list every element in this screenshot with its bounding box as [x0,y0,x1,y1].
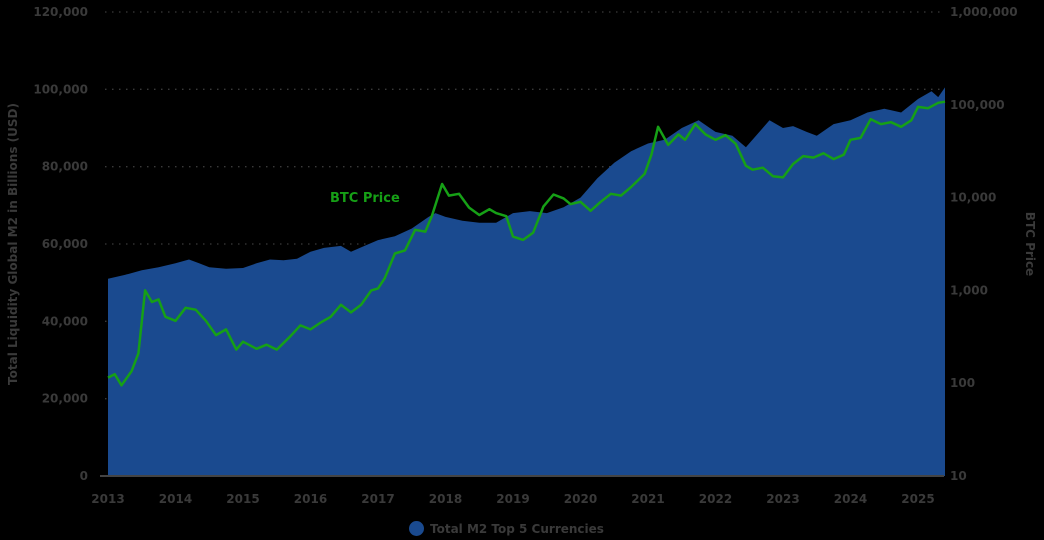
x-tick-label: 2022 [699,492,732,506]
x-tick-label: 2020 [564,492,597,506]
y2-tick-label: 10,000 [950,191,996,205]
y-tick-label: 20,000 [42,392,88,406]
x-tick-label: 2021 [631,492,664,506]
x-tick-label: 2015 [226,492,259,506]
left-y-axis-ticks: 0 20,000 40,000 60,000 80,000 100,000 120,000 [33,5,88,483]
x-tick-label: 2019 [496,492,529,506]
x-tick-label: 2013 [91,492,124,506]
x-axis-ticks: 2013 2014 2015 2016 2017 2018 2019 2020 2021 2022… [91,492,934,506]
m2-area-series [108,87,945,477]
y-tick-label: 100,000 [33,82,88,96]
legend-dot-icon [409,521,424,536]
right-y-axis-ticks: 10 100 1,000 10,000 100,000 1,000,000 [950,5,1018,483]
y-tick-label: 60,000 [42,237,88,251]
right-y-axis-title: BTC Price [1023,212,1037,276]
x-tick-label: 2017 [361,492,394,506]
legend[interactable]: Total M2 Top 5 Currencies [409,521,604,536]
btc-price-annotation: BTC Price [330,191,400,206]
x-tick-label: 2018 [429,492,462,506]
y-tick-label: 80,000 [42,160,88,174]
legend-label: Total M2 Top 5 Currencies [430,521,604,536]
x-tick-label: 2024 [834,492,867,506]
y-tick-label: 40,000 [42,314,88,328]
y2-tick-label: 10 [950,469,967,483]
y-tick-label: 120,000 [33,5,88,19]
y-tick-label: 0 [80,469,88,483]
left-y-axis-title: Total Liquidity Global M2 in Billions (U… [6,103,20,385]
x-tick-label: 2014 [159,492,192,506]
y2-tick-label: 100 [950,376,975,390]
y2-tick-label: 1,000 [950,283,988,297]
btc-price-line [107,100,946,387]
x-tick-label: 2023 [766,492,799,506]
y2-tick-label: 100,000 [950,98,1005,112]
x-tick-label: 2016 [294,492,327,506]
y2-tick-label: 1,000,000 [950,5,1018,19]
x-tick-label: 2025 [901,492,934,506]
